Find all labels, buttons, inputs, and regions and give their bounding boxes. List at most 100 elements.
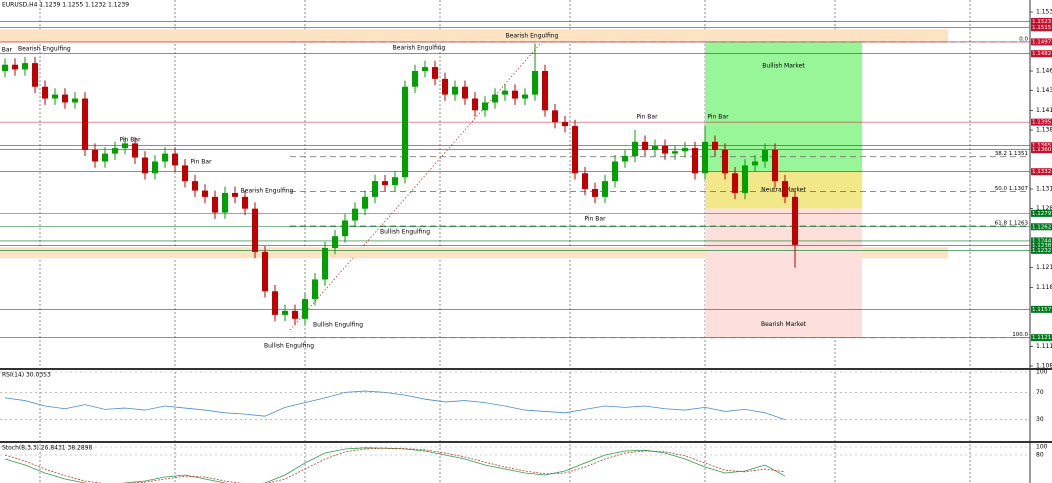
candle-body bbox=[52, 94, 58, 99]
candle-body bbox=[752, 161, 758, 166]
level-label-box bbox=[1031, 50, 1052, 58]
candle-body bbox=[392, 177, 398, 186]
y-tick-label: 1.1110 bbox=[1036, 343, 1052, 350]
candle-body bbox=[602, 181, 608, 197]
candle-body bbox=[142, 157, 148, 174]
level-label: 1.1157 bbox=[1032, 307, 1052, 313]
candle-body bbox=[702, 141, 708, 174]
candle-body bbox=[592, 189, 598, 197]
level-label: 1.1121 bbox=[1032, 335, 1051, 341]
annotation: Pin Bar bbox=[636, 114, 658, 121]
zone-label: Bearish Market bbox=[761, 321, 807, 328]
candle-body bbox=[612, 161, 618, 182]
candle-body bbox=[132, 143, 138, 158]
candle-body bbox=[782, 181, 788, 197]
zone bbox=[705, 41, 862, 172]
candle-body bbox=[262, 251, 268, 292]
fib-label: 0.0 bbox=[1019, 36, 1028, 42]
y-tick-label: 1.1435 bbox=[1036, 87, 1052, 94]
candle-body bbox=[322, 248, 328, 280]
indicator-pane bbox=[0, 446, 1030, 483]
pane-separator bbox=[0, 441, 1052, 443]
level-label-box bbox=[1031, 209, 1052, 217]
candle-body bbox=[712, 141, 718, 150]
candle-body bbox=[452, 86, 458, 95]
y-tick-label: 1.1285 bbox=[1036, 205, 1052, 212]
annotation: Bearish Engulfing bbox=[241, 188, 294, 195]
candle-body bbox=[232, 192, 238, 197]
candle-body bbox=[152, 161, 158, 174]
candle-body bbox=[732, 173, 738, 193]
fib-trend-line bbox=[289, 43, 541, 331]
level-label-box bbox=[1031, 142, 1052, 150]
candle-body bbox=[772, 149, 778, 182]
level-label: 1.1262 bbox=[1032, 224, 1051, 230]
level-label: 1.1238 bbox=[1032, 243, 1052, 249]
candle-body bbox=[422, 67, 428, 71]
candle-body bbox=[672, 151, 678, 154]
annotation: Bullish Engulfing bbox=[264, 343, 314, 350]
candle-body bbox=[562, 122, 568, 127]
level-label-box bbox=[1031, 242, 1052, 250]
zone-label: Bullish Market bbox=[762, 62, 805, 69]
level-label: 1.1523 bbox=[1032, 19, 1052, 25]
level-label: 1.1497 bbox=[1032, 39, 1052, 45]
y-tick-label: 1.1210 bbox=[1036, 264, 1052, 271]
y-tick-label: 1.1535 bbox=[1036, 9, 1052, 16]
y-tick-label: 1.1185 bbox=[1036, 284, 1052, 291]
indicator-line bbox=[4, 447, 786, 483]
candle-body bbox=[482, 102, 488, 111]
y-tick-label: 100 bbox=[1036, 444, 1048, 451]
y-tick-label: 1.1460 bbox=[1036, 68, 1052, 75]
candle-body bbox=[72, 98, 78, 103]
candle-body bbox=[692, 148, 698, 174]
y-tick-label: 80 bbox=[1036, 452, 1044, 459]
band bbox=[0, 247, 948, 259]
zone bbox=[705, 208, 862, 338]
level-label: 1.1244 bbox=[1032, 238, 1052, 244]
candle-body bbox=[22, 63, 28, 70]
candle-body bbox=[582, 173, 588, 189]
candle-body bbox=[302, 299, 308, 319]
candle-body bbox=[472, 98, 478, 111]
candle-body bbox=[32, 63, 38, 87]
y-tick-label: 100 bbox=[1036, 369, 1048, 376]
candle-body bbox=[222, 192, 228, 213]
candle-body bbox=[42, 86, 48, 99]
candle-body bbox=[252, 208, 258, 252]
candle-body bbox=[332, 236, 338, 248]
candle-body bbox=[202, 190, 208, 197]
candle-body bbox=[682, 148, 688, 152]
candle-body bbox=[372, 181, 378, 197]
level-label: 1.1332 bbox=[1032, 169, 1051, 175]
candle-body bbox=[762, 149, 768, 162]
annotation: Pin Bar bbox=[190, 159, 212, 166]
level-label-box bbox=[1031, 305, 1052, 313]
candle-body bbox=[572, 126, 578, 174]
level-label: 1.1395 bbox=[1032, 120, 1052, 126]
candle-body bbox=[312, 279, 318, 300]
candle-body bbox=[432, 67, 438, 79]
band bbox=[0, 29, 948, 43]
candle-body bbox=[12, 64, 18, 70]
candle-body bbox=[502, 90, 508, 95]
level-label-box bbox=[1031, 146, 1052, 154]
pane-separator bbox=[0, 368, 1052, 370]
candle-body bbox=[212, 196, 218, 213]
level-label: 1.1482 bbox=[1032, 51, 1051, 57]
candle-body bbox=[62, 94, 68, 103]
level-label-box bbox=[1031, 24, 1052, 32]
candle-body bbox=[632, 141, 638, 156]
candle-body bbox=[652, 145, 658, 150]
band-label: Bearish Engulfing bbox=[506, 32, 559, 39]
level-label: 1.1360 bbox=[1032, 147, 1052, 153]
candle-body bbox=[542, 71, 548, 111]
candle-body bbox=[272, 291, 278, 315]
annotation: Pin Bar bbox=[119, 137, 141, 144]
fib-label: 100.0 bbox=[1012, 332, 1028, 338]
annotation: Pin Bar bbox=[584, 216, 606, 223]
indicator-line bbox=[4, 390, 786, 420]
y-tick-label: 1.1385 bbox=[1036, 127, 1052, 134]
